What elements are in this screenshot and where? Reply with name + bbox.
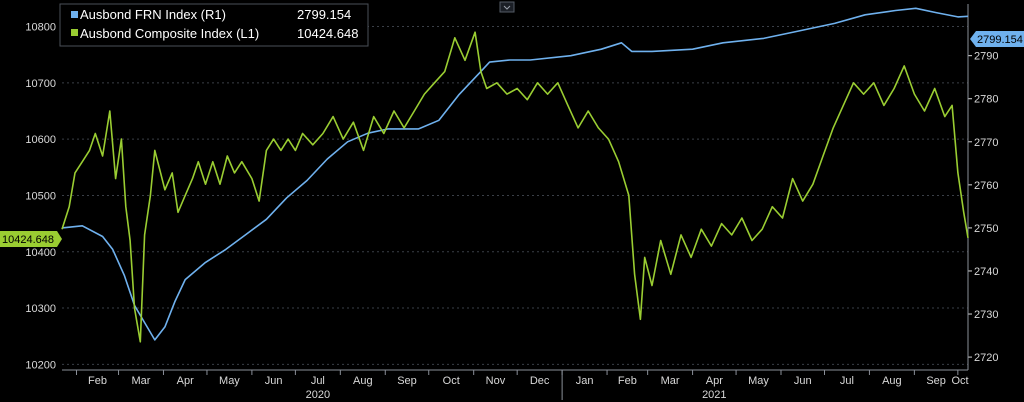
right-tick-label: 2740 xyxy=(974,266,998,278)
gridlines xyxy=(62,26,968,365)
month-tick-label: Feb xyxy=(88,375,107,387)
legend-value-composite: 10424.648 xyxy=(297,26,358,41)
right-axis: 2790 2780 2770 2760 2750 2740 2730 2720 xyxy=(967,4,998,370)
legend-swatch-frn xyxy=(71,11,78,18)
month-tick-label: Jun xyxy=(265,375,283,387)
month-tick-label: Dec xyxy=(530,375,550,387)
left-tick-label: 10500 xyxy=(25,190,56,202)
left-tick-label: 10400 xyxy=(25,247,56,259)
legend-label-frn: Ausbond FRN Index (R1) xyxy=(80,7,226,22)
legend: Ausbond FRN Index (R1) 2799.154 Ausbond … xyxy=(59,3,369,47)
month-tick-label: May xyxy=(219,375,240,387)
last-value-tag-frn-shape xyxy=(970,31,1024,47)
legend-background xyxy=(59,3,369,47)
right-tick-label: 2770 xyxy=(974,137,998,149)
year-label: 2020 xyxy=(306,389,330,401)
month-tick-label: Jul xyxy=(311,375,325,387)
series-line-frn xyxy=(61,7,969,341)
legend-item-composite[interactable]: Ausbond Composite Index (L1) 10424.648 xyxy=(71,26,358,41)
month-tick-label: May xyxy=(748,375,769,387)
month-tick-label: Feb xyxy=(618,375,637,387)
series-lines xyxy=(61,7,969,343)
month-tick-label: Oct xyxy=(951,375,968,387)
last-value-tag-frn: 2799.154 xyxy=(970,31,1024,47)
left-tick-label: 10800 xyxy=(25,22,56,34)
legend-label-composite: Ausbond Composite Index (L1) xyxy=(80,26,259,41)
left-tick-label: 10200 xyxy=(25,359,56,371)
left-tick-label: 10300 xyxy=(25,303,56,315)
right-tick-label: 2790 xyxy=(974,51,998,63)
left-axis: 10800 10700 10600 10500 10400 10300 10200 xyxy=(25,22,56,372)
month-tick-label: Jul xyxy=(840,375,854,387)
last-value-tag-composite-text: 10424.648 xyxy=(2,234,54,246)
month-tick-label: Oct xyxy=(443,375,460,387)
month-tick-label: Nov xyxy=(486,375,506,387)
month-tick-label: Apr xyxy=(706,375,723,387)
left-tick-label: 10600 xyxy=(25,134,56,146)
x-axis: Feb Mar Apr May Jun Jul Aug Sep Oct Nov Dec Jan Feb M… xyxy=(62,369,969,401)
legend-item-frn[interactable]: Ausbond FRN Index (R1) 2799.154 xyxy=(71,7,351,22)
month-tick-label: Aug xyxy=(353,375,373,387)
month-tick-label: Sep xyxy=(926,375,946,387)
month-tick-label: Jan xyxy=(576,375,594,387)
month-tick-label: Mar xyxy=(132,375,151,387)
last-value-tag-frn-text: 2799.154 xyxy=(977,34,1023,46)
legend-value-frn: 2799.154 xyxy=(297,7,351,22)
last-value-tag-composite-shape xyxy=(0,231,62,247)
year-label: 2021 xyxy=(702,389,726,401)
right-tick-label: 2760 xyxy=(974,180,998,192)
month-tick-label: Mar xyxy=(661,375,680,387)
right-tick-label: 2730 xyxy=(974,309,998,321)
last-value-tag-composite: 10424.648 xyxy=(0,231,62,247)
series-line-composite xyxy=(61,31,969,343)
month-tick-label: Aug xyxy=(882,375,902,387)
right-tick-label: 2750 xyxy=(974,223,998,235)
right-tick-label: 2720 xyxy=(974,352,998,364)
month-tick-label: Apr xyxy=(177,375,194,387)
month-tick-label: Sep xyxy=(397,375,417,387)
month-tick-label: Jun xyxy=(794,375,812,387)
legend-swatch-composite xyxy=(71,29,78,36)
chart-menu-icon[interactable] xyxy=(499,1,515,13)
right-tick-label: 2780 xyxy=(974,94,998,106)
left-tick-label: 10700 xyxy=(25,78,56,90)
